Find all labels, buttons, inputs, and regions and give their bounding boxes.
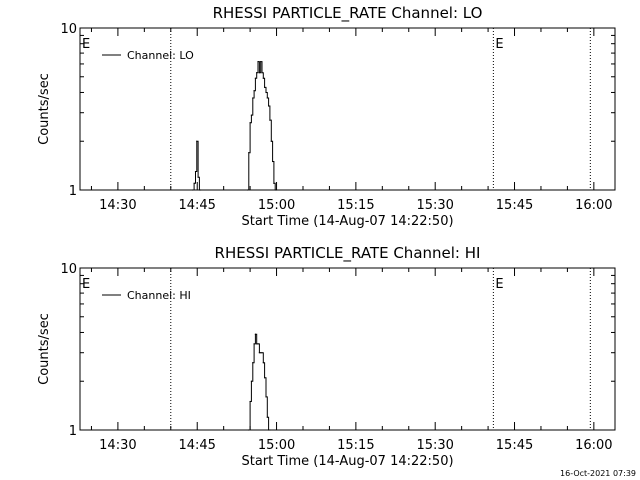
data-point <box>265 91 267 94</box>
data-point <box>260 61 262 63</box>
data-point <box>256 343 258 345</box>
data-point <box>257 61 259 63</box>
data-point <box>192 189 194 191</box>
data-point <box>248 429 250 431</box>
x-tick-label: 15:00 <box>258 438 295 453</box>
data-point <box>246 189 249 191</box>
data-point <box>193 182 195 184</box>
x-axis-label: Start Time (14-Aug-07 14:22:50) <box>241 214 453 229</box>
chart-title: RHESSI PARTICLE_RATE Channel: LO <box>213 4 483 23</box>
y-axis-label: Counts/sec <box>37 313 52 385</box>
event-marker-label: E <box>495 37 503 52</box>
data-point <box>254 77 256 79</box>
data-point <box>274 189 276 191</box>
data-point <box>275 189 278 191</box>
data-point <box>269 119 271 121</box>
plot-frame <box>79 27 616 191</box>
data-point <box>268 105 270 107</box>
data-point <box>262 77 264 79</box>
data-point <box>252 362 254 364</box>
data-point <box>273 182 275 184</box>
data-point <box>258 72 260 74</box>
plot-frame <box>79 267 616 431</box>
x-tick-label: 15:00 <box>258 198 295 213</box>
x-tick-label: 15:30 <box>416 198 453 213</box>
data-point <box>268 429 270 431</box>
y-tick-label: 1 <box>69 184 77 199</box>
data-point <box>253 343 255 345</box>
x-axis-label: Start Time (14-Aug-07 14:22:50) <box>241 454 453 469</box>
x-tick-label: 15:15 <box>337 438 374 453</box>
legend-label: Channel: HI <box>127 289 191 302</box>
data-point <box>261 352 263 354</box>
footer-timestamp: 16-Oct-2021 07:39 <box>560 469 636 478</box>
data-point <box>196 140 198 142</box>
data-point <box>249 400 251 403</box>
y-axis-label: Counts/sec <box>37 73 52 145</box>
data-point <box>266 416 268 418</box>
data-point <box>256 72 258 74</box>
data-point <box>262 362 264 364</box>
event-marker-label: E <box>495 277 503 292</box>
x-tick-label: 15:30 <box>416 438 453 453</box>
data-point <box>254 333 256 335</box>
data-point <box>252 97 254 99</box>
x-tick-label: 16:00 <box>575 198 612 213</box>
data-point <box>249 122 251 124</box>
x-tick-label: 16:00 <box>575 438 612 453</box>
data-point <box>264 86 266 88</box>
series-line <box>248 333 270 431</box>
data-point <box>266 97 268 99</box>
data-point <box>264 377 266 379</box>
data-point <box>258 352 260 354</box>
data-point <box>250 114 253 116</box>
event-marker-label: E <box>82 277 90 292</box>
x-tick-label: 15:45 <box>496 438 533 453</box>
data-point <box>271 160 274 163</box>
x-tick-label: 14:30 <box>99 438 136 453</box>
x-tick-label: 15:45 <box>496 198 533 213</box>
x-tick-label: 14:45 <box>178 438 215 453</box>
legend-label: Channel: LO <box>127 49 194 62</box>
data-point <box>261 72 263 74</box>
data-point <box>253 90 255 92</box>
y-tick-label: 10 <box>60 262 77 277</box>
data-point <box>197 176 199 178</box>
x-tick-label: 14:30 <box>99 198 136 213</box>
data-point <box>269 429 271 431</box>
x-tick-label: 14:45 <box>178 198 215 213</box>
data-point <box>250 380 253 382</box>
x-tick-label: 15:15 <box>337 198 374 213</box>
data-point <box>270 140 272 142</box>
data-point <box>200 189 202 191</box>
data-point <box>198 189 201 191</box>
data-point <box>265 396 267 398</box>
series-line <box>192 61 277 191</box>
data-point <box>248 152 250 154</box>
data-point <box>194 170 197 173</box>
data-point <box>260 352 262 354</box>
data-point <box>257 343 259 345</box>
event-marker-label: E <box>82 37 90 52</box>
chart-title: RHESSI PARTICLE_RATE Channel: HI <box>215 244 481 263</box>
y-tick-label: 1 <box>69 424 77 439</box>
y-tick-label: 10 <box>60 22 77 37</box>
